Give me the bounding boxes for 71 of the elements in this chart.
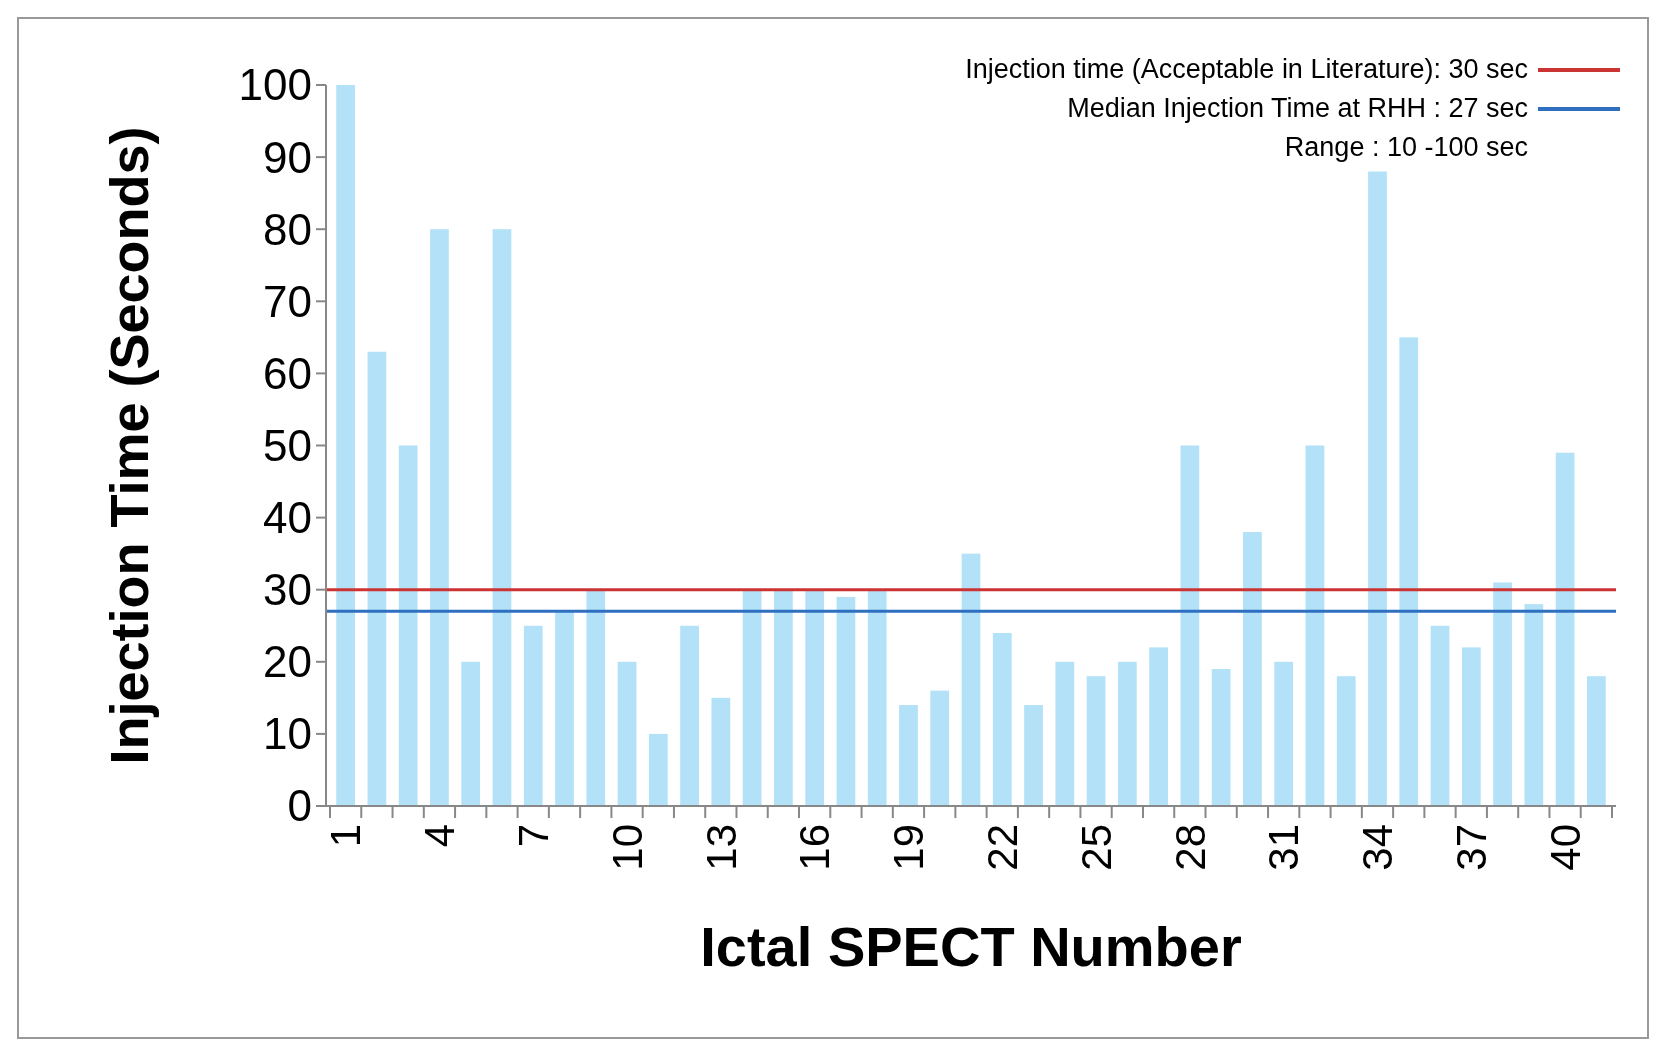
bar [398, 445, 418, 806]
bar [461, 661, 481, 806]
y-tick-label: 10 [263, 709, 312, 759]
bar [523, 625, 543, 806]
bar [1117, 661, 1137, 806]
bar [430, 229, 449, 806]
y-tick-label: 30 [263, 565, 312, 615]
bar [1149, 647, 1168, 806]
x-tick-label: 10 [603, 824, 651, 871]
y-tick-label: 20 [263, 637, 312, 687]
bar [1243, 532, 1262, 806]
bar [961, 553, 981, 806]
bar [1493, 582, 1512, 806]
x-tick-label: 22 [978, 824, 1026, 871]
legend-label: Median Injection Time at RHH : 27 sec [1067, 93, 1528, 123]
x-tick-label: 31 [1260, 824, 1308, 871]
x-tick-label: 19 [885, 824, 933, 871]
bar [586, 589, 606, 806]
x-tick-label: 40 [1541, 824, 1589, 871]
x-tick-label: 4 [416, 824, 464, 848]
bar [805, 589, 825, 806]
bar [1274, 661, 1294, 806]
bar [742, 589, 762, 806]
bar [1555, 452, 1575, 806]
bar [1305, 445, 1325, 806]
x-tick-label: 37 [1447, 824, 1495, 871]
bar [492, 229, 512, 806]
x-tick-label: 25 [1072, 824, 1120, 871]
y-tick-label: 70 [263, 276, 312, 326]
bar [648, 733, 668, 806]
y-tick-label: 100 [238, 60, 312, 110]
bar [1461, 647, 1481, 806]
bar [1368, 171, 1387, 806]
bar [774, 589, 793, 806]
y-tick-label: 40 [263, 493, 312, 542]
bar [1086, 676, 1106, 806]
bar [992, 632, 1012, 806]
bar [1430, 625, 1450, 806]
bar [1024, 705, 1043, 806]
bar [711, 697, 731, 806]
y-tick-label: 80 [263, 204, 312, 254]
x-tick-label: 34 [1354, 824, 1402, 871]
y-tick-label: 60 [263, 348, 312, 398]
x-tick-label: 28 [1166, 824, 1214, 871]
y-tick-label: 90 [263, 132, 312, 182]
bar [930, 690, 950, 806]
bar [1336, 676, 1356, 806]
y-axis-title: Injection Time (Seconds) [99, 126, 159, 765]
bar [836, 596, 856, 806]
annotation: Range : 10 -100 sec [1284, 132, 1528, 162]
y-tick-label: 50 [263, 420, 312, 470]
bar [1586, 676, 1606, 806]
x-tick-label: 1 [322, 824, 370, 848]
bar [1211, 669, 1231, 806]
x-axis-title: Ictal SPECT Number [700, 915, 1242, 978]
bar [1399, 337, 1419, 806]
x-tick-label: 16 [791, 824, 839, 871]
bar [336, 85, 356, 806]
x-tick-label: 13 [697, 824, 745, 871]
bar [1180, 445, 1200, 806]
bar [680, 625, 699, 806]
bar [367, 351, 387, 806]
y-tick-label: 0 [287, 781, 312, 831]
bar [555, 611, 574, 806]
x-tick-label: 7 [509, 824, 557, 848]
bar [1524, 604, 1544, 806]
bar [617, 661, 637, 806]
legend-label: Injection time (Acceptable in Literature): 30 sec [965, 54, 1528, 84]
bar [899, 705, 918, 806]
bar [867, 589, 887, 806]
bar [1055, 661, 1075, 806]
